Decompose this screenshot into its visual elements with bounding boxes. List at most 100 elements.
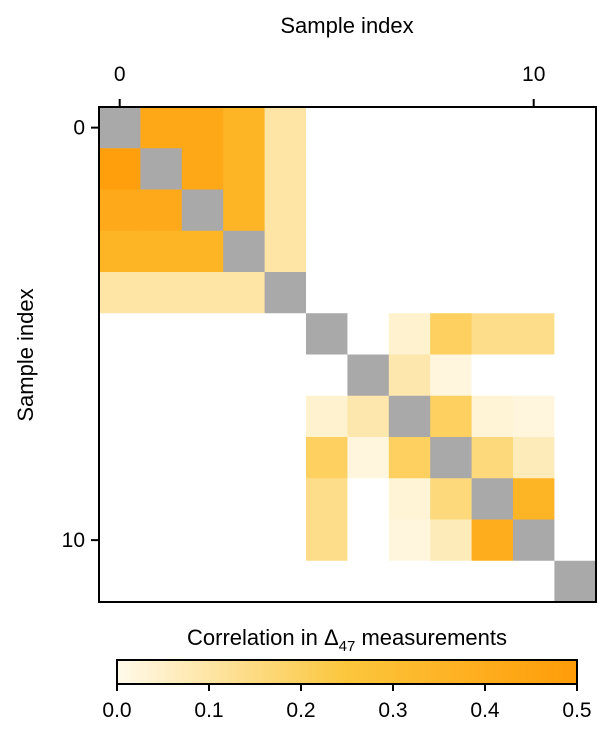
colorbar-tick-label: 0.1 — [194, 699, 223, 722]
heatmap-cell — [140, 478, 183, 521]
heatmap-cell — [223, 478, 266, 521]
heatmap-cell — [471, 189, 514, 232]
heatmap-cell — [181, 230, 224, 273]
heatmap-cell — [181, 107, 224, 149]
heatmap-cell — [306, 272, 348, 314]
heatmap-cell — [264, 395, 307, 438]
heatmap-cell — [347, 272, 390, 314]
heatmap-cell — [554, 272, 597, 314]
heatmap-cell — [471, 230, 514, 273]
heatmap-cell — [388, 519, 431, 562]
heatmap-cell — [264, 230, 307, 273]
plot-frame — [98, 106, 597, 603]
heatmap-cell — [140, 395, 183, 438]
heatmap-cell — [554, 230, 597, 273]
heatmap-cell — [430, 148, 473, 191]
heatmap-cell — [264, 313, 307, 356]
heatmap-cell — [347, 478, 390, 521]
heatmap-cell — [471, 107, 514, 149]
heatmap-cell — [430, 230, 473, 273]
heatmap-cell — [181, 354, 224, 397]
heatmap-cell — [181, 478, 224, 521]
heatmap-cell — [306, 230, 348, 273]
heatmap-cell — [181, 560, 224, 603]
heatmap-cell — [264, 519, 307, 562]
heatmap-cell — [347, 107, 390, 149]
heatmap-cell — [513, 478, 555, 521]
heatmap-cell — [99, 272, 141, 314]
diagonal-cell — [223, 230, 266, 273]
diagonal-cell — [388, 395, 431, 438]
heatmap-cell — [181, 519, 224, 562]
x-tick-label: 10 — [522, 63, 545, 86]
colorbar-tick-label: 0.4 — [470, 699, 500, 722]
heatmap-cell — [347, 560, 390, 603]
heatmap-cell — [513, 437, 555, 479]
heatmap-cell — [140, 189, 183, 232]
heatmap-cell — [264, 437, 307, 479]
heatmap-cell — [430, 107, 473, 149]
heatmap-cell — [513, 148, 555, 191]
heatmap-cell — [471, 519, 514, 562]
heatmap-cell — [388, 313, 431, 356]
heatmap-cell — [513, 395, 555, 438]
y-axis-title: Sample index — [13, 288, 38, 421]
y-tick-label: 10 — [62, 529, 85, 552]
heatmap-cell — [388, 148, 431, 191]
diagonal-cell — [554, 560, 597, 603]
heatmap-cell — [99, 354, 141, 397]
heatmap-cell — [471, 437, 514, 479]
x-tick-label: 0 — [114, 63, 126, 86]
heatmap-cell — [140, 519, 183, 562]
heatmap-cell — [554, 395, 597, 438]
y-axis-ticks: 0 10 — [62, 117, 99, 552]
heatmap-cell — [513, 272, 555, 314]
colorbar-tick-label: 0.3 — [378, 699, 407, 722]
heatmap-cell — [99, 230, 141, 273]
heatmap-cell — [223, 395, 266, 438]
heatmap-cell — [513, 560, 555, 603]
diagonal-cell — [430, 437, 473, 479]
heatmap-cell — [264, 560, 307, 603]
heatmap-cell — [513, 313, 555, 356]
heatmap-cell — [347, 395, 390, 438]
heatmap-cell — [554, 107, 597, 149]
y-tick-label: 0 — [73, 117, 85, 140]
heatmap-cell — [554, 478, 597, 521]
heatmap-cell — [388, 272, 431, 314]
heatmap-cell — [513, 354, 555, 397]
heatmap-cell — [471, 313, 514, 356]
heatmap-cell — [181, 313, 224, 356]
diagonal-cell — [513, 519, 555, 562]
heatmap-cell — [99, 519, 141, 562]
heatmap-cell — [306, 519, 348, 562]
heatmap-cell — [388, 478, 431, 521]
diagonal-cell — [140, 148, 183, 191]
heatmap-cell — [430, 519, 473, 562]
heatmap-cell — [430, 189, 473, 232]
heatmap-cell — [430, 313, 473, 356]
heatmap-cell — [347, 230, 390, 273]
heatmap-cell — [430, 272, 473, 314]
heatmap-cell — [306, 478, 348, 521]
diagonal-cell — [181, 189, 224, 232]
heatmap-cell — [99, 437, 141, 479]
heatmap-cell — [471, 395, 514, 438]
heatmap-cell — [471, 354, 514, 397]
heatmap-cells — [99, 107, 597, 603]
diagonal-cell — [306, 313, 348, 356]
heatmap-cell — [554, 189, 597, 232]
heatmap-cell — [430, 560, 473, 603]
heatmap-cell — [140, 354, 183, 397]
heatmap-cell — [264, 107, 307, 149]
heatmap-cell — [306, 189, 348, 232]
heatmap-cell — [99, 313, 141, 356]
heatmap-cell — [471, 148, 514, 191]
diagonal-cell — [264, 272, 307, 314]
heatmap-cell — [430, 395, 473, 438]
diagonal-cell — [99, 107, 141, 149]
heatmap-cell — [99, 560, 141, 603]
heatmap-cell — [264, 148, 307, 191]
heatmap-cell — [554, 148, 597, 191]
